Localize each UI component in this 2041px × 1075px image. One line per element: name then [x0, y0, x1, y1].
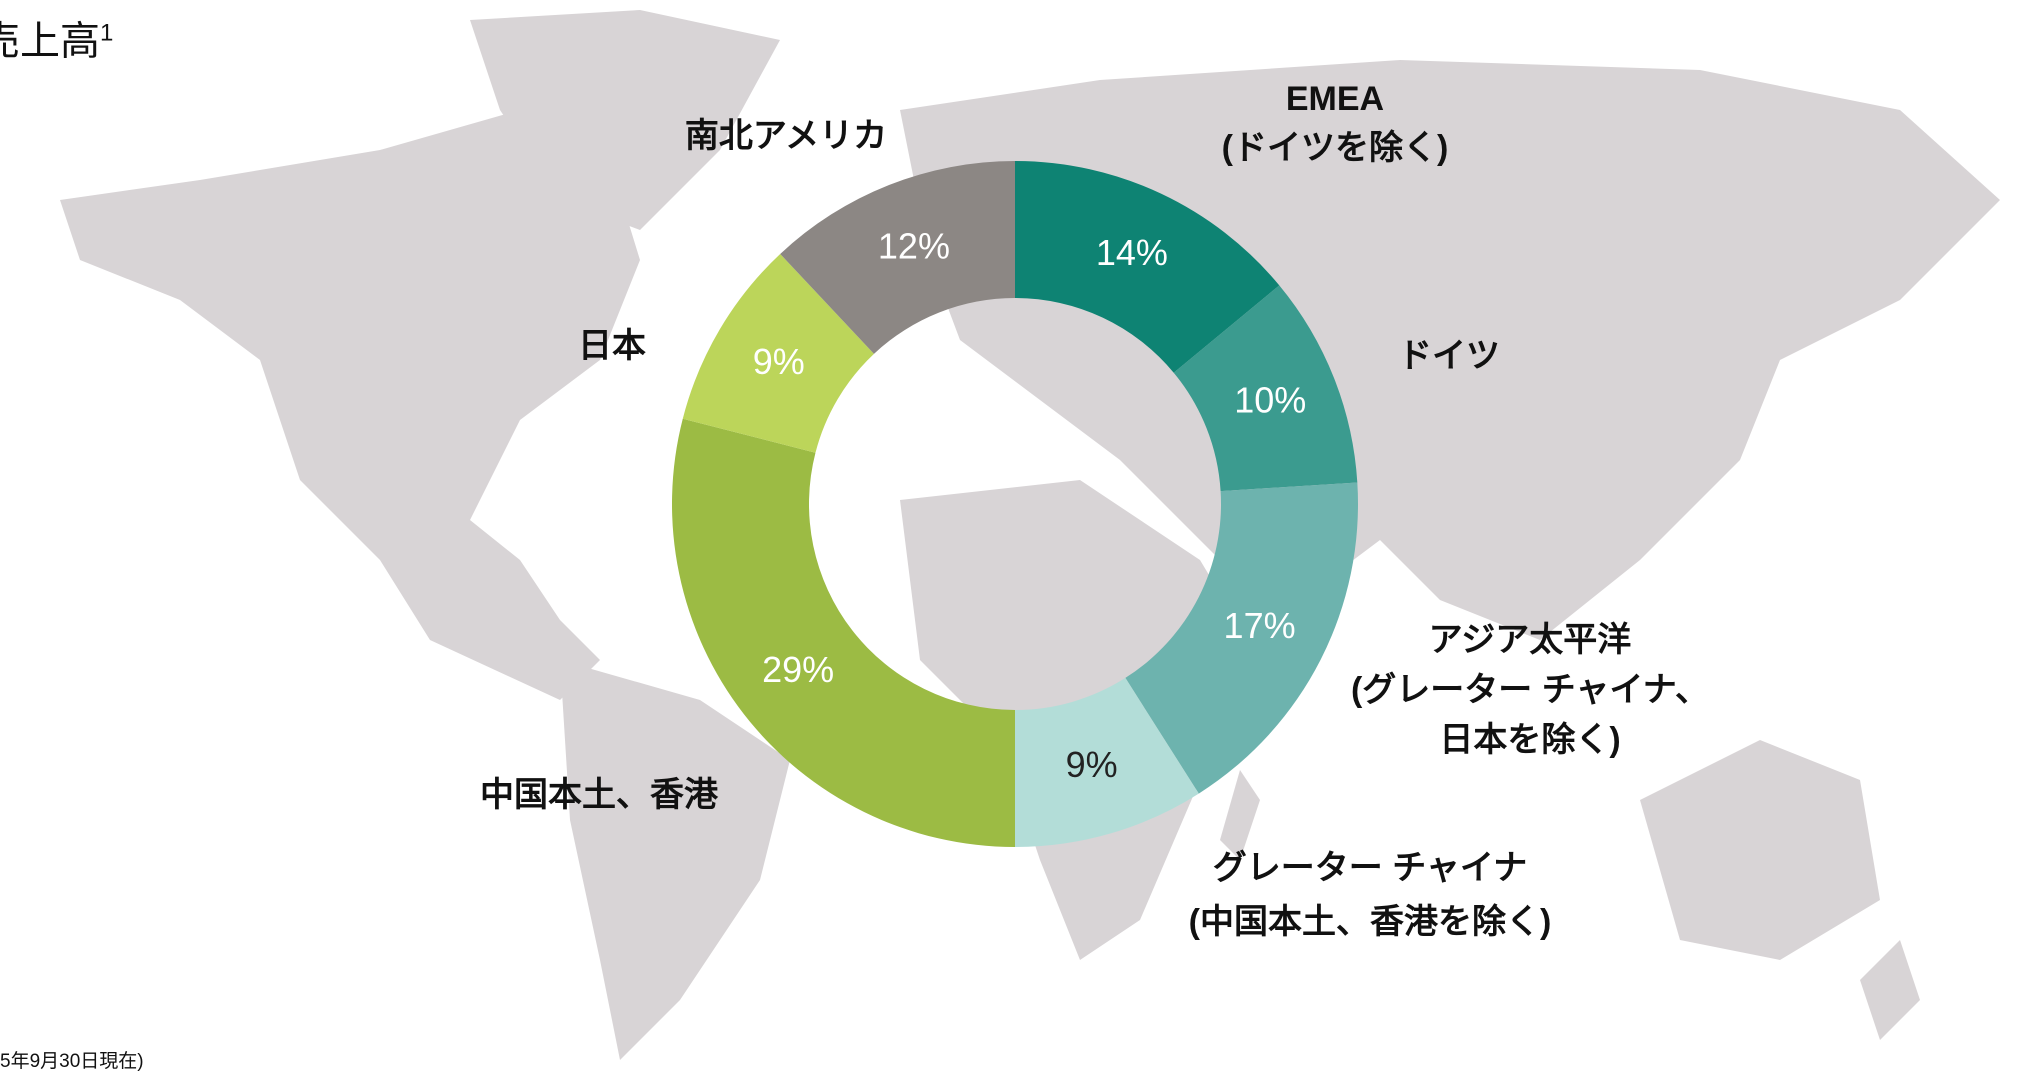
- donut-segment: [1173, 285, 1358, 492]
- value-label: 12%: [878, 225, 950, 266]
- value-label: 9%: [1066, 744, 1118, 785]
- value-label: 29%: [762, 649, 834, 690]
- value-label: 10%: [1234, 379, 1306, 420]
- donut-segment: [672, 418, 1015, 847]
- category-label: 日本: [578, 327, 646, 365]
- value-label: 14%: [1096, 232, 1168, 273]
- donut-segment: [780, 161, 1015, 354]
- value-label: 17%: [1224, 605, 1296, 646]
- donut-segment: [1015, 677, 1199, 847]
- donut-segment: [682, 253, 874, 453]
- value-label: 9%: [753, 341, 805, 382]
- category-label: グレーター チャイナ(中国本土、香港を除く): [1189, 849, 1552, 941]
- category-label: EMEA (ドイツを除く): [1222, 80, 1449, 167]
- category-label: 中国本土、香港: [480, 776, 719, 814]
- title-superscript: 1: [100, 19, 113, 46]
- footnote: 5年9月30日現在): [0, 1050, 144, 1072]
- category-label: アジア太平洋(グレーター チャイナ、日本を除く): [1351, 621, 1709, 759]
- category-label: ドイツ: [1398, 337, 1500, 375]
- donut-segment: [1015, 161, 1280, 373]
- donut-segment: [1125, 482, 1358, 794]
- category-label: 南北アメリカ: [685, 117, 887, 155]
- chart-title: 売上高: [0, 20, 100, 64]
